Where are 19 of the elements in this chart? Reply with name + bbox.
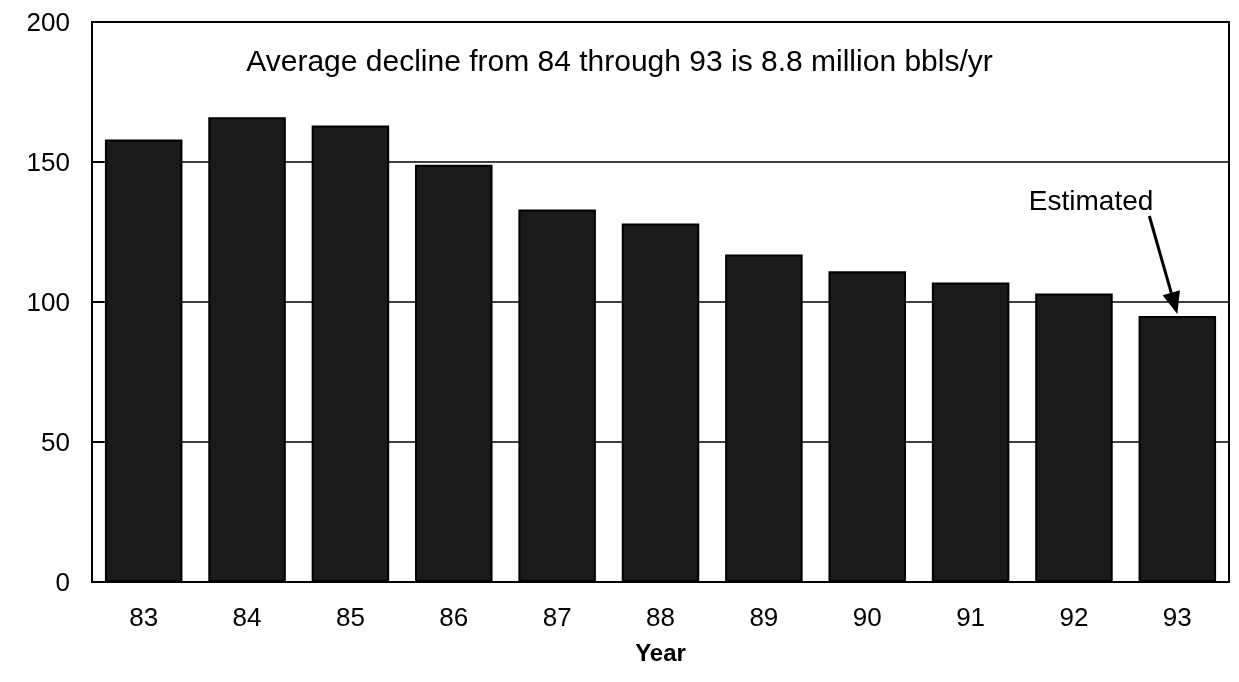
x-tick-label: 83 <box>129 602 159 632</box>
x-tick-label: 84 <box>232 602 262 632</box>
x-tick-label: 85 <box>335 602 365 632</box>
x-tick-label: 93 <box>1162 602 1192 632</box>
x-tick-label: 87 <box>542 602 572 632</box>
x-tick-label: 88 <box>646 602 675 632</box>
x-axis-title: Year <box>635 638 686 666</box>
annotation: Average decline from 84 through 93 is 8.8 million bbls/yr <box>246 43 993 77</box>
x-tick-label: 89 <box>749 602 779 632</box>
y-tick-label: 0 <box>55 567 70 597</box>
y-tick-label: 200 <box>26 7 70 37</box>
y-tick-label: 100 <box>26 287 70 317</box>
annotation: Estimated <box>1028 184 1154 216</box>
y-tick-label: 50 <box>41 427 70 457</box>
x-tick-label: 86 <box>439 602 469 632</box>
x-tick-label: 90 <box>852 602 882 632</box>
y-tick-label: 150 <box>26 147 70 177</box>
x-tick-label: 91 <box>956 602 986 632</box>
x-tick-label: 92 <box>1059 602 1089 632</box>
